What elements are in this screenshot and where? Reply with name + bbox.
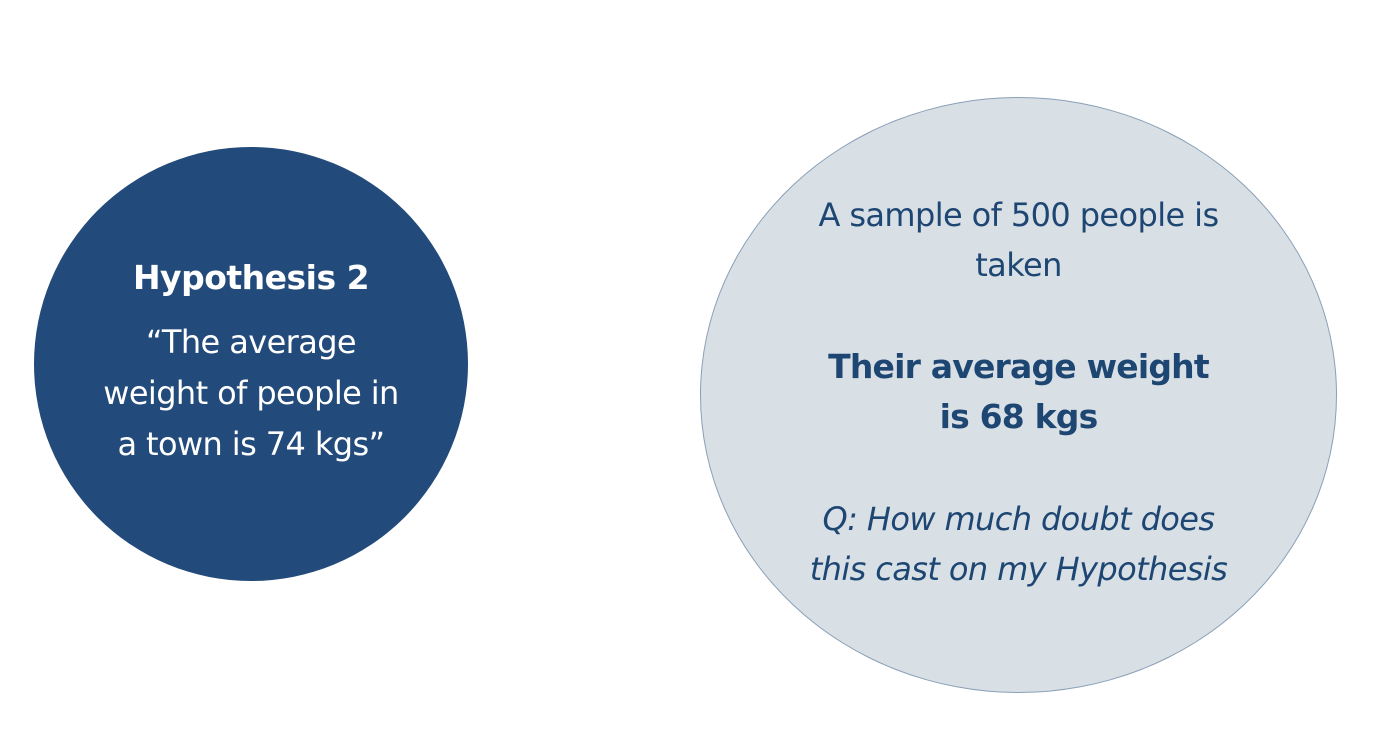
sample-result: Their average weight is 68 kgs	[828, 347, 1210, 436]
hypothesis-title: Hypothesis 2	[132, 257, 370, 297]
sample-question: Q: How much doubt does this cast on my H…	[809, 500, 1228, 588]
hypothesis-statement: “The average weight of people in a town …	[103, 323, 399, 464]
hypothesis-circle: Hypothesis 2 “The average weight of peop…	[34, 147, 468, 581]
sample-circle: A sample of 500 people is taken Their av…	[700, 97, 1337, 693]
sample-description: A sample of 500 people is taken	[818, 196, 1219, 284]
